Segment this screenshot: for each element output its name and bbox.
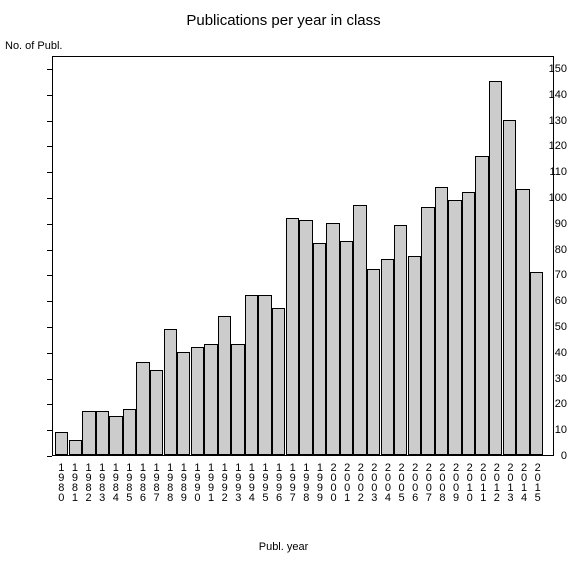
x-tick-label: 2013 [504,462,515,502]
x-tick-label: 2011 [477,462,488,502]
bar [69,440,82,455]
x-tick-label: 1998 [300,462,311,502]
x-tick-label: 1980 [55,462,66,502]
x-tick-label: 2009 [450,462,461,502]
bar [109,416,122,455]
x-tick-label: 1986 [137,462,148,502]
x-tick-label: 2012 [491,462,502,502]
x-tick-label: 1999 [314,462,325,502]
x-tick-label: 1985 [123,462,134,502]
x-tick-label: 2005 [396,462,407,502]
x-tick-label: 2003 [368,462,379,502]
x-tick-label: 1989 [178,462,189,502]
y-tick [47,456,52,457]
bar [258,295,271,455]
bar [164,329,177,455]
bar [448,200,461,455]
bar [313,243,326,455]
bar [96,411,109,455]
x-tick-label: 2007 [423,462,434,502]
x-tick-label: 1981 [69,462,80,502]
x-tick-label: 2014 [518,462,529,502]
bar [367,269,380,455]
bars-group [53,55,553,455]
bar [394,225,407,455]
bar [489,81,502,455]
bar [421,207,434,455]
x-tick-label: 2010 [464,462,475,502]
bar [136,362,149,455]
x-tick-label: 1984 [110,462,121,502]
x-tick-label: 1982 [83,462,94,502]
bar [340,241,353,455]
x-tick-label: 1983 [96,462,107,502]
bar [218,316,231,455]
bar [381,259,394,455]
bar [272,308,285,455]
bar [435,187,448,455]
bar [82,411,95,455]
x-tick-label: 2000 [328,462,339,502]
bar [516,189,529,455]
bar [150,370,163,455]
bar [286,218,299,455]
x-tick-label: 1988 [164,462,175,502]
plot-area [52,56,554,456]
x-tick-label: 1991 [205,462,216,502]
bar [177,352,190,455]
x-tick-label: 1996 [273,462,284,502]
bar [55,432,68,455]
x-tick-label: 2004 [382,462,393,502]
bar [231,344,244,455]
x-tick-label: 2008 [436,462,447,502]
x-tick-label: 2002 [355,462,366,502]
bar [462,192,475,455]
x-tick-label: 1994 [246,462,257,502]
y-axis-label: No. of Publ. [5,40,62,52]
bar [530,272,543,455]
bar [475,156,488,455]
x-tick-label: 1995 [259,462,270,502]
bar [299,220,312,455]
publications-chart: Publications per year in class No. of Pu… [0,0,567,567]
bar [123,409,136,455]
x-tick-label: 2001 [341,462,352,502]
bar [353,205,366,455]
x-tick-label: 1997 [287,462,298,502]
x-tick-label: 2015 [532,462,543,502]
bar [503,120,516,455]
x-tick-label: 2006 [409,462,420,502]
x-tick-label: 1987 [151,462,162,502]
x-axis-label: Publ. year [0,541,567,553]
bar [408,256,421,455]
chart-title: Publications per year in class [0,12,567,29]
x-tick-label: 1993 [232,462,243,502]
bar [326,223,339,455]
x-tick-label: 1990 [191,462,202,502]
bar [191,347,204,455]
bar [204,344,217,455]
x-tick-label: 1992 [219,462,230,502]
bar [245,295,258,455]
